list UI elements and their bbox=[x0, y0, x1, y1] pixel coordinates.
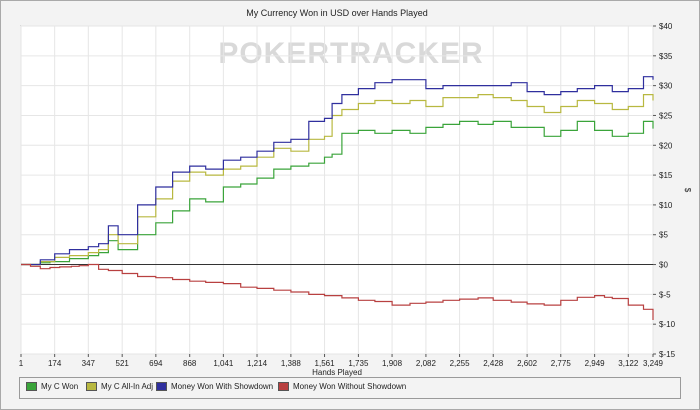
series-line-1 bbox=[21, 94, 654, 266]
legend-label-without-showdown: Money Won Without Showdown bbox=[293, 382, 407, 391]
x-tick-label-15: 2,602 bbox=[517, 359, 538, 368]
watermark-text: POKERTRACKER bbox=[218, 37, 483, 70]
x-axis-label: Hands Played bbox=[312, 368, 362, 377]
x-tick-label-9: 1,561 bbox=[315, 359, 336, 368]
x-tick-label-19: 3,249 bbox=[643, 359, 664, 368]
y-tick-label-7: $5 bbox=[659, 231, 668, 240]
plot-area bbox=[20, 25, 654, 355]
x-tick-label-16: 2,775 bbox=[551, 359, 572, 368]
y-tick-label-6: $10 bbox=[659, 201, 673, 210]
x-tick-label-18: 3,122 bbox=[618, 359, 639, 368]
legend-item-my-c-won: My C Won bbox=[26, 382, 78, 391]
series-lines bbox=[21, 76, 654, 320]
legend-swatch-with-showdown bbox=[156, 382, 167, 391]
x-tick-label-6: 1,041 bbox=[213, 359, 234, 368]
y-tick-label-3: $25 bbox=[659, 111, 673, 120]
x-tick-label-14: 2,428 bbox=[483, 359, 504, 368]
legend-item-with-showdown: Money Won With Showdown bbox=[156, 382, 273, 391]
x-tick-label-10: 1,735 bbox=[348, 359, 369, 368]
y-tick-label-0: $40 bbox=[659, 22, 673, 31]
y-tick-label-2: $30 bbox=[659, 82, 673, 91]
legend-swatch-my-c-won bbox=[26, 382, 37, 391]
legend-item-without-showdown: Money Won Without Showdown bbox=[278, 382, 406, 391]
x-tick-label-0: 1 bbox=[19, 359, 24, 368]
legend-item-all-in-adj: My C All-In Adj bbox=[86, 382, 153, 391]
legend-swatch-all-in-adj bbox=[86, 382, 97, 391]
x-tick-label-12: 2,082 bbox=[416, 359, 437, 368]
x-tick-label-2: 347 bbox=[82, 359, 96, 368]
x-tick-label-11: 1,908 bbox=[382, 359, 403, 368]
x-tick-label-8: 1,388 bbox=[281, 359, 302, 368]
gridlines bbox=[20, 25, 654, 355]
x-tick-label-13: 2,255 bbox=[450, 359, 471, 368]
y-tick-label-5: $15 bbox=[659, 171, 673, 180]
y-tick-label-9: $-5 bbox=[659, 290, 671, 299]
y-tick-label-1: $35 bbox=[659, 52, 673, 61]
x-tick-label-5: 868 bbox=[183, 359, 197, 368]
y-tick-label-11: $-15 bbox=[659, 350, 676, 359]
x-tick-labels: 1 174 347 521 694 868 1,041 1,214 1,388 1,561 1,73… bbox=[19, 354, 664, 368]
y-tick-labels: $40 $35 $30 $25 $20 $15 $10 $5 $0 $-5 $-10 $-15 bbox=[653, 22, 676, 359]
series-line-2 bbox=[21, 76, 654, 266]
x-tick-label-17: 2,949 bbox=[585, 359, 606, 368]
y-axis-label: $ bbox=[683, 188, 692, 193]
series-line-3 bbox=[21, 263, 654, 320]
legend: My C Won My C All-In Adj Money Won With … bbox=[19, 377, 681, 399]
y-tick-label-8: $0 bbox=[659, 261, 668, 270]
x-tick-label-3: 521 bbox=[116, 359, 130, 368]
legend-label-my-c-won: My C Won bbox=[41, 382, 79, 391]
y-tick-label-4: $20 bbox=[659, 141, 673, 150]
x-tick-label-4: 694 bbox=[149, 359, 163, 368]
legend-label-with-showdown: Money Won With Showdown bbox=[171, 382, 274, 391]
x-tick-label-7: 1,214 bbox=[247, 359, 268, 368]
legend-label-all-in-adj: My C All-In Adj bbox=[101, 382, 154, 391]
y-tick-label-10: $-10 bbox=[659, 320, 676, 329]
chart-title: My Currency Won in USD over Hands Played bbox=[246, 8, 427, 18]
legend-swatch-without-showdown bbox=[278, 382, 289, 391]
x-tick-label-1: 174 bbox=[48, 359, 62, 368]
